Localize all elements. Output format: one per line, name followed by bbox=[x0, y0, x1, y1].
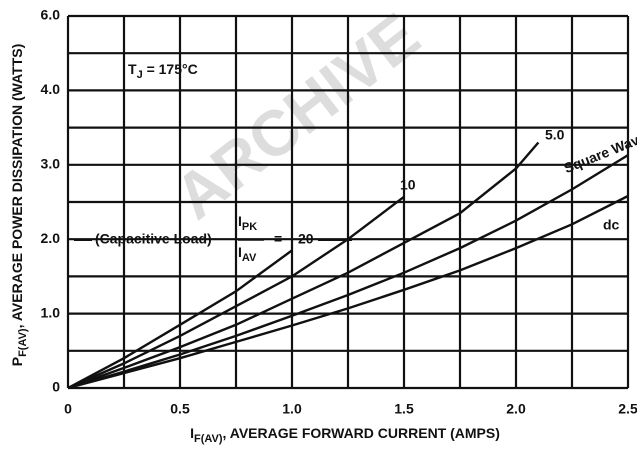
annotation: TJ = 175°C bbox=[128, 61, 198, 81]
annotation-part: PK bbox=[242, 221, 257, 233]
x-axis-label: IF(AV), AVERAGE FORWARD CURRENT (AMPS) bbox=[190, 425, 500, 445]
annotation-part: J bbox=[137, 69, 143, 81]
annotation: IAV bbox=[238, 244, 257, 264]
x-axis-label-part: , AVERAGE FORWARD CURRENT (AMPS) bbox=[222, 425, 499, 441]
y-tick-label: 4.0 bbox=[41, 81, 61, 97]
y-axis-label-part: , AVERAGE POWER DISSIPATION (WATTS) bbox=[9, 44, 25, 329]
x-tick-label: 1.5 bbox=[394, 401, 414, 417]
x-tick-label: 1.0 bbox=[282, 401, 302, 417]
annotation: (Capacitive Load) bbox=[95, 231, 212, 247]
y-axis-label: PF(AV), AVERAGE POWER DISSIPATION (WATTS… bbox=[9, 44, 29, 367]
annotation-part: I bbox=[238, 244, 242, 260]
x-tick-label: 2.0 bbox=[506, 401, 526, 417]
y-tick-label: 1.0 bbox=[41, 304, 61, 320]
watermark: ARCHIVE bbox=[161, 0, 432, 233]
y-tick-label: 3.0 bbox=[41, 156, 61, 172]
curve bbox=[67, 195, 405, 390]
curve bbox=[67, 194, 629, 390]
annotation-part: AV bbox=[242, 252, 257, 264]
x-axis-label-part: I bbox=[190, 425, 194, 441]
x-axis-label-part: F(AV) bbox=[194, 433, 223, 445]
annotation-part: I bbox=[238, 213, 242, 229]
series-label: 5.0 bbox=[545, 127, 565, 143]
y-axis-label-part: F(AV) bbox=[17, 328, 29, 357]
x-tick-label: 0 bbox=[64, 401, 72, 417]
y-axis-label-part: P bbox=[9, 357, 25, 366]
curve bbox=[67, 154, 629, 390]
x-tick-label: 2.5 bbox=[618, 401, 637, 417]
annotation-part: T bbox=[128, 61, 137, 77]
y-tick-label: 0 bbox=[52, 379, 60, 395]
x-tick-label: 0.5 bbox=[170, 401, 190, 417]
curve bbox=[67, 141, 540, 390]
y-tick-label: 2.0 bbox=[41, 230, 61, 246]
annotation: = bbox=[274, 231, 282, 247]
y-tick-label: 6.0 bbox=[41, 7, 61, 23]
curve bbox=[67, 249, 293, 390]
annotation: IPK bbox=[238, 213, 257, 233]
series-label: 10 bbox=[400, 177, 416, 193]
series-label: dc bbox=[603, 217, 620, 233]
series-label: 20 bbox=[298, 231, 314, 247]
annotation-part: = 175°C bbox=[143, 61, 198, 77]
